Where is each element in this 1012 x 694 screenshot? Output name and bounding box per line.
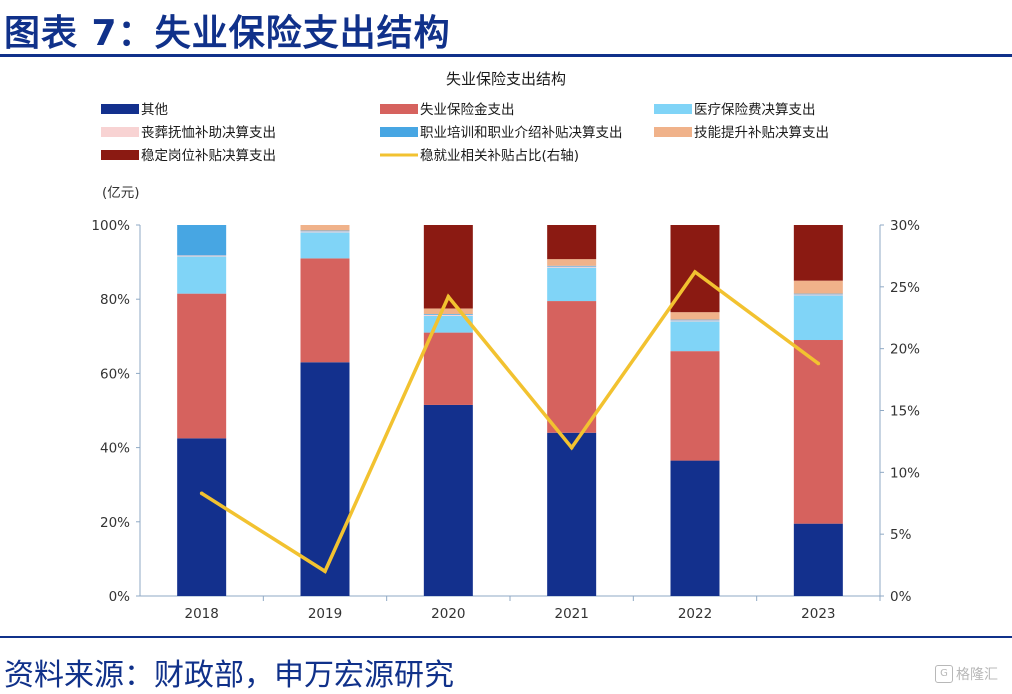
unit-label: (亿元) [102, 185, 140, 201]
left-tick-label: 0% [109, 589, 131, 605]
bar-segment [300, 225, 350, 231]
bar-segment [300, 258, 350, 363]
legend-0-label: 其他 [141, 102, 168, 118]
bar-segment [177, 293, 227, 439]
left-tick-label: 20% [100, 515, 130, 531]
bar-segment [423, 314, 473, 316]
source-divider [0, 636, 1012, 638]
bar-segment [300, 231, 350, 233]
bar-segment [177, 225, 227, 256]
bar-segment [793, 523, 843, 596]
bar-segment [670, 319, 720, 321]
bar-segment [670, 460, 720, 596]
watermark-text: 格隆汇 [956, 667, 998, 683]
left-tick-label: 80% [100, 292, 130, 308]
bar-segment [670, 351, 720, 461]
right-tick-label: 20% [890, 342, 920, 358]
bar-segment [300, 230, 350, 232]
bar-segment [793, 280, 843, 294]
line-point [693, 270, 697, 274]
bar-segment [547, 225, 597, 260]
bar-segment [300, 362, 350, 596]
line-point [816, 361, 821, 366]
right-tick-label: 10% [890, 465, 920, 481]
bar-segment [793, 295, 843, 341]
bar-segment [793, 294, 843, 296]
line-point [323, 569, 327, 574]
bar-segment [670, 321, 720, 352]
bar-segment [423, 314, 473, 315]
bar-segment [547, 301, 597, 433]
bar-segment [547, 266, 597, 268]
bar-segment [177, 438, 227, 596]
bar-segment [793, 293, 843, 295]
bar-segment [300, 232, 350, 259]
legend-5-swatch [654, 127, 692, 137]
legend-5-label: 技能提升补贴决算支出 [694, 125, 829, 141]
bar-segment [177, 255, 227, 257]
bar-segment [177, 256, 227, 294]
bar-segment [423, 404, 473, 596]
bar-segment [793, 225, 843, 281]
bar-segment [670, 312, 720, 320]
legend-4-label: 职业培训和职业介绍补贴决算支出 [420, 125, 623, 141]
legend-6-swatch [101, 150, 139, 160]
legend-1-swatch [380, 104, 418, 114]
chart-title: 失业保险支出结构 [446, 70, 566, 88]
legend-6-label: 稳定岗位补贴决算支出 [141, 148, 276, 164]
legend-1-label: 失业保险金支出 [420, 102, 515, 118]
bar-segment [547, 259, 597, 266]
line-point [446, 294, 451, 299]
left-tick-label: 100% [91, 218, 130, 234]
bar-segment [793, 340, 843, 524]
right-tick-label: 5% [890, 527, 912, 543]
legend-2-label: 医疗保险费决算支出 [694, 102, 816, 118]
bar-segment [423, 308, 473, 315]
x-tick-label: 2023 [801, 606, 835, 622]
line-point [569, 445, 574, 450]
x-tick-label: 2022 [678, 606, 712, 622]
bar-segment [547, 267, 597, 302]
line-series [200, 269, 820, 574]
bar-segment [423, 332, 473, 405]
x-tick-label: 2021 [554, 606, 588, 622]
right-tick-label: 15% [890, 404, 920, 420]
right-tick-label: 0% [890, 589, 912, 605]
bar-segment [547, 432, 597, 596]
legend-3-label: 丧葬抚恤补助决算支出 [141, 125, 276, 141]
legend-4-swatch [380, 127, 418, 137]
bar-segment [547, 265, 597, 267]
right-tick-label: 30% [890, 218, 920, 234]
x-tick-label: 2019 [308, 606, 342, 622]
figure-title: 图表 7：失业保险支出结构 [4, 13, 451, 54]
bar-segment [670, 320, 720, 322]
title-divider [0, 54, 1012, 57]
legend-2-swatch [654, 104, 692, 114]
left-tick-label: 60% [100, 366, 130, 382]
line-point [199, 491, 204, 496]
legend-0-swatch [101, 104, 139, 114]
legend-7-label: 稳就业相关补贴占比(右轴) [420, 148, 579, 164]
watermark-logo-icon: G [935, 665, 953, 683]
watermark: G 格隆汇 [935, 664, 998, 684]
x-tick-label: 2018 [184, 606, 218, 622]
right-tick-label: 25% [890, 280, 920, 296]
legend-3-swatch [101, 127, 139, 137]
source-note: 资料来源：财政部，申万宏源研究 [4, 658, 454, 693]
left-tick-label: 40% [100, 441, 130, 457]
x-tick-label: 2020 [431, 606, 465, 622]
